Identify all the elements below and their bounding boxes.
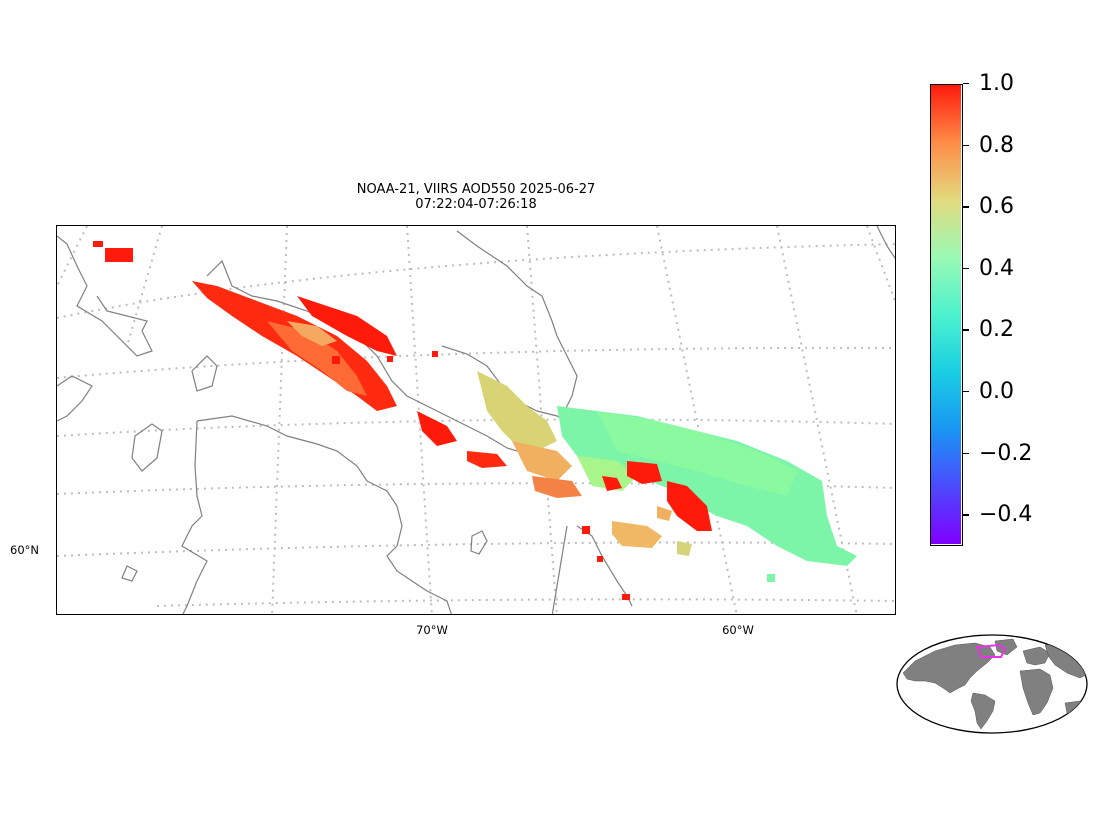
colorbar-tick-mark [963,206,969,208]
colorbar-tick-label: 0.6 [979,194,1014,220]
colorbar-tick-label: 0.8 [979,132,1014,158]
colorbar-tick-mark [963,452,969,454]
longitude-gridline [866,226,895,304]
latitude-gridline [57,482,895,495]
map-panel [56,225,896,615]
ungava-north-coast [206,259,563,462]
aod-moderate-region [477,371,557,451]
aod-high-region [297,296,397,356]
aod-moderate-region [532,476,582,498]
aod-high-region [467,451,507,468]
colorbar [930,84,963,546]
longitude-label-60w: 60°W [722,623,754,637]
inset-globe [896,634,1088,734]
aod-pixel-cluster [105,248,133,262]
aod-low-region [577,456,637,491]
colorbar-gradient [931,85,961,544]
aod-pixel-cluster [332,356,340,364]
longitude-label-70w: 70°W [416,623,448,637]
aod-pixel-cluster [597,556,603,562]
aod-moderate-region [612,521,662,548]
aod-moderate-region [677,541,692,556]
colorbar-tick-label: −0.2 [979,440,1033,466]
greenland-coast [876,226,895,260]
island-coast [131,423,163,472]
aod-pixel-cluster [767,574,775,582]
hudson-bay-coast [196,415,452,614]
colorbar-tick-label: −0.4 [979,502,1033,528]
baffin-island-coast [57,235,153,357]
colorbar-tick-mark [963,514,969,516]
map-title-line2: 07:22:04-07:26:18 [415,197,537,212]
longitude-gridline [271,226,288,614]
colorbar-tick-label: 0.4 [979,255,1014,281]
longitude-gridline [656,226,738,614]
island-coast [57,375,93,422]
aod-high-region [667,481,712,531]
longitude-gridline [126,226,163,347]
latitude-gridline [156,598,895,607]
colorbar-tick-mark [963,144,969,146]
colorbar-tick-label: 1.0 [979,71,1014,96]
colorbar-tick-mark [963,83,969,85]
aod-moderate-region [287,321,337,346]
latitude-gridline [57,418,895,437]
latitude-gridline [57,346,895,379]
coastlines [57,226,895,614]
latitude-label-60n: 60°N [10,543,39,557]
aod-high-region [267,321,367,396]
aod-high-region [417,411,457,446]
aod-high-region [627,461,662,484]
map-title: NOAA-21, VIIRS AOD550 2025-06-27 07:22:0… [56,182,896,212]
colorbar-tick-label: 0.2 [979,317,1014,343]
aod-moderate-region [657,506,672,521]
island-coast [191,355,218,392]
aod-pixel-cluster [93,241,103,247]
aod-swath [93,241,857,600]
aod-pixel-cluster [622,594,630,600]
colorbar-tick-mark [963,391,969,393]
aod-pixel-cluster [387,356,393,362]
labrador-east-coast [456,230,578,417]
island-coast [470,530,488,555]
west-coast [181,420,208,614]
map-title-line1: NOAA-21, VIIRS AOD550 2025-06-27 [356,182,596,197]
island-coast [121,565,138,582]
colorbar-tick-mark [963,267,969,270]
aod-high-region [602,476,622,491]
aod-moderate-region [512,441,572,481]
aod-pixel-cluster [432,351,438,357]
colorbar-tick-mark [963,329,969,331]
aod-low-region [597,411,797,496]
map-canvas [57,226,895,614]
aod-pixel-cluster [582,526,590,534]
inset-region-outline [975,643,1007,658]
newfoundland-west-coast [551,525,568,614]
graticule [57,226,895,614]
colorbar-tick-label: 0.0 [979,379,1014,404]
latitude-gridline [57,243,895,319]
